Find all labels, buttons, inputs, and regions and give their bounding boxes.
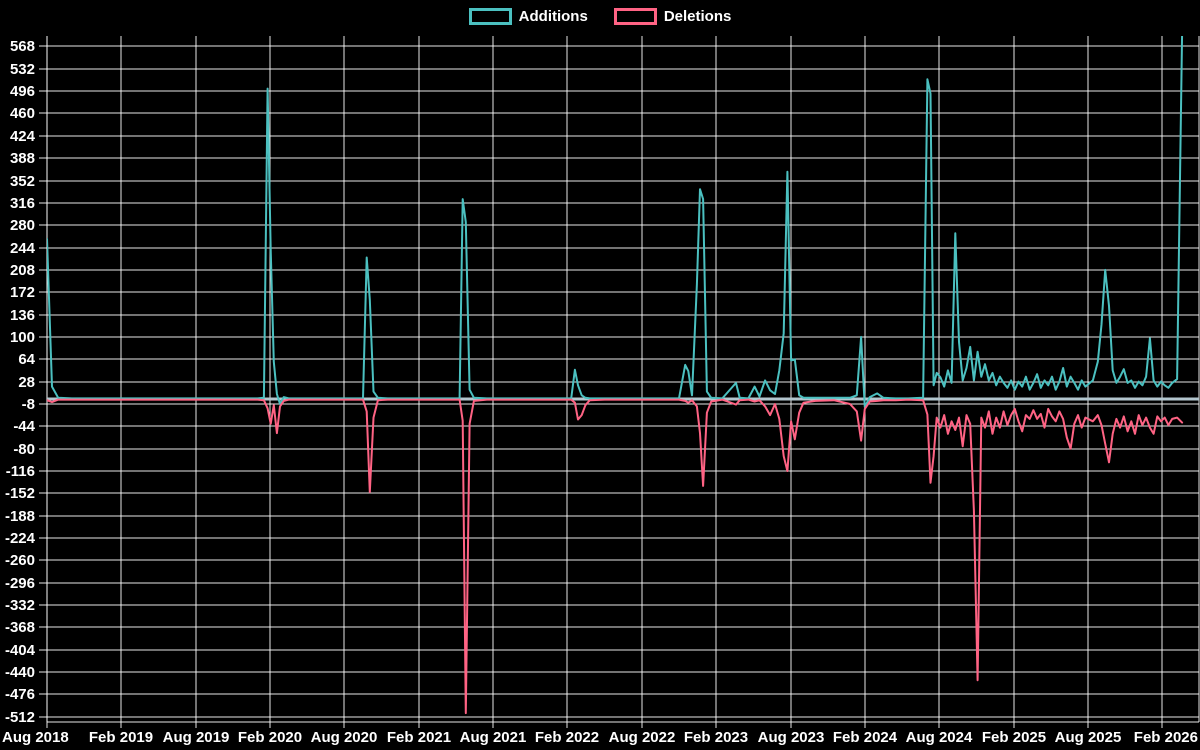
y-tick-label: -440	[5, 664, 35, 681]
y-tick-label: 64	[18, 351, 35, 368]
y-tick-label: -296	[5, 575, 35, 592]
legend-label-deletions: Deletions	[663, 8, 732, 25]
x-tick-label: Feb 2023	[684, 729, 748, 746]
y-tick-label: 352	[10, 173, 35, 190]
y-tick-label: 244	[10, 240, 36, 257]
x-tick-label: Feb 2025	[982, 729, 1046, 746]
y-tick-label: 388	[10, 150, 35, 167]
x-tick-label: Feb 2020	[238, 729, 302, 746]
y-tick-label: 280	[10, 217, 35, 234]
y-tick-label: -368	[5, 619, 35, 636]
y-tick-label: -332	[5, 597, 35, 614]
x-tick-label: Feb 2024	[833, 729, 898, 746]
y-tick-label: -260	[5, 552, 35, 569]
additions-line	[47, 36, 1184, 409]
y-tick-label: 316	[10, 195, 35, 212]
x-tick-label: Feb 2022	[535, 729, 599, 746]
y-tick-label: 172	[10, 284, 35, 301]
x-tick-label: Aug 2022	[609, 729, 676, 746]
x-tick-label: Feb 2026	[1134, 729, 1198, 746]
y-tick-label: 208	[10, 262, 35, 279]
y-tick-label: -8	[22, 396, 35, 413]
legend-item-deletions[interactable]: Deletions	[613, 8, 732, 25]
deletions-swatch-icon	[613, 8, 657, 25]
x-tick-label: Aug 2019	[163, 729, 230, 746]
y-tick-label: 460	[10, 105, 35, 122]
legend-item-additions[interactable]: Additions	[468, 8, 588, 25]
y-tick-label: 100	[10, 329, 35, 346]
y-tick-label: 532	[10, 61, 35, 78]
y-tick-label: -44	[13, 418, 35, 435]
y-tick-label: 496	[10, 83, 35, 100]
x-tick-label: Aug 2025	[1055, 729, 1122, 746]
y-tick-label: -476	[5, 686, 35, 703]
legend-label-additions: Additions	[518, 8, 588, 25]
legend: Additions Deletions	[0, 8, 1200, 25]
x-tick-label: Aug 2020	[311, 729, 378, 746]
y-tick-label: 136	[10, 307, 35, 324]
x-tick-label: Feb 2021	[387, 729, 451, 746]
x-tick-label: Aug 2018	[2, 729, 69, 746]
y-tick-label: -116	[6, 463, 35, 480]
x-tick-label: Aug 2024	[906, 729, 973, 746]
y-tick-label: 28	[18, 374, 35, 391]
y-tick-label: 568	[10, 38, 35, 55]
y-tick-label: -404	[5, 642, 36, 659]
y-tick-label: -512	[5, 709, 35, 726]
x-tick-label: Aug 2021	[460, 729, 527, 746]
deletions-line	[47, 398, 1184, 715]
x-tick-label: Feb 2019	[89, 729, 153, 746]
y-tick-label: -188	[5, 508, 35, 525]
y-tick-label: 424	[10, 128, 36, 145]
x-tick-label: Aug 2023	[758, 729, 825, 746]
y-tick-label: -152	[5, 485, 35, 502]
y-tick-label: -224	[5, 530, 36, 547]
additions-swatch-icon	[468, 8, 512, 25]
y-tick-label: -80	[13, 441, 35, 458]
